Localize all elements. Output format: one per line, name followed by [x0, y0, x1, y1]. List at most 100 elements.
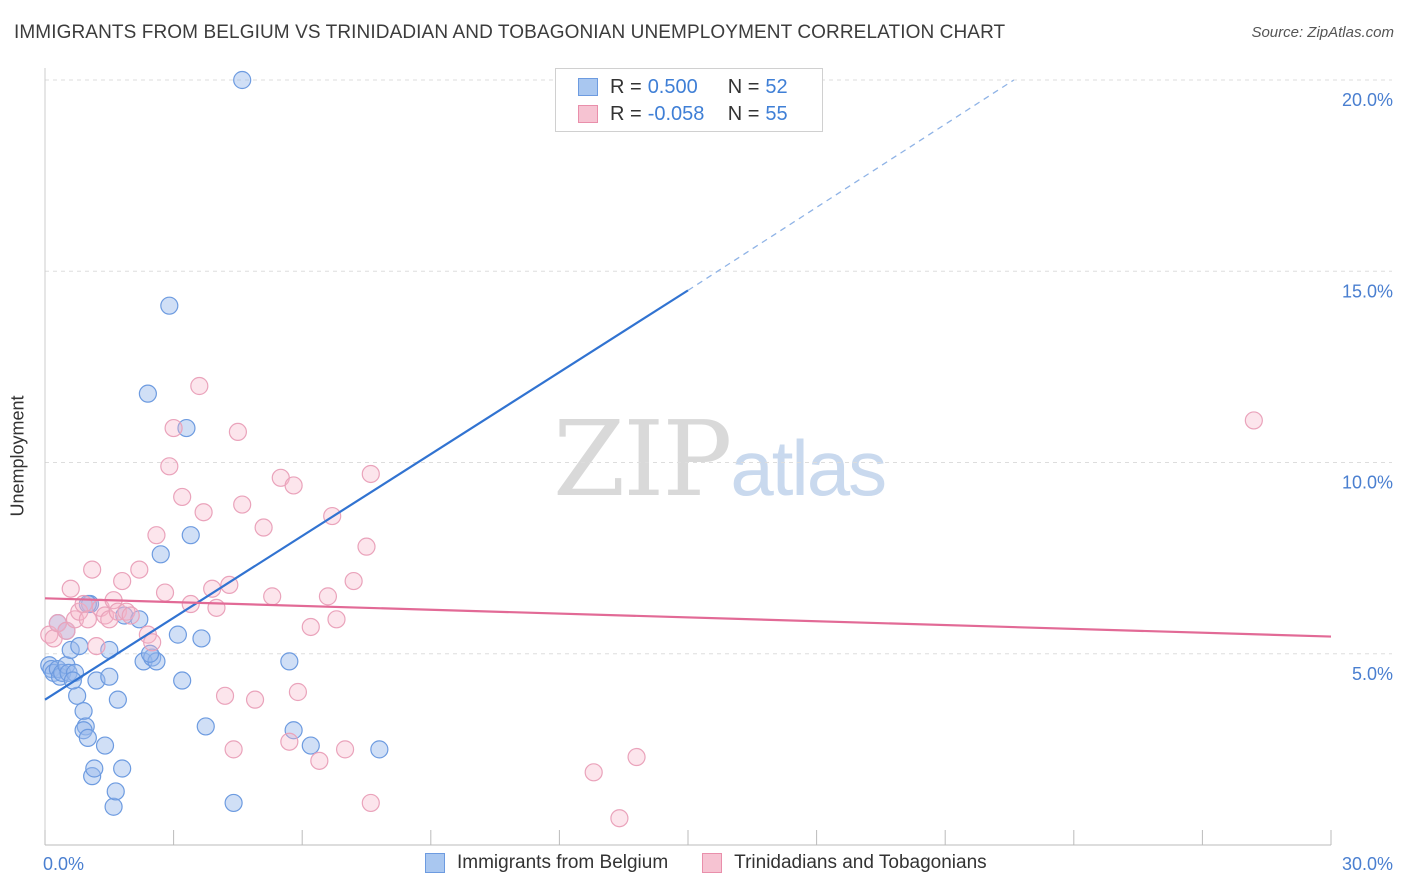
point-belgium: [106, 782, 125, 801]
point-trinidad: [61, 579, 80, 598]
source-credit: Source: ZipAtlas.com: [1251, 24, 1394, 41]
trend-line-belgium: [44, 289, 689, 701]
point-belgium: [196, 717, 215, 736]
point-belgium: [173, 671, 192, 690]
point-belgium: [74, 702, 93, 721]
watermark-zip: ZIP: [553, 398, 732, 520]
point-trinidad: [147, 526, 166, 545]
point-trinidad: [164, 418, 183, 438]
chart-title: IMMIGRANTS FROM BELGIUM VS TRINIDADIAN A…: [14, 22, 1006, 43]
point-trinidad: [113, 571, 132, 591]
legend-swatch-trinidad: [578, 105, 598, 123]
watermark-atlas: atlas: [730, 424, 887, 512]
y-tick-label: 15.0%: [1342, 281, 1393, 301]
x-tick-label: 0.0%: [43, 854, 84, 874]
legend-r-label: R =: [610, 102, 642, 125]
legend-swatch-belgium: [578, 78, 598, 96]
point-belgium: [301, 736, 320, 755]
point-trinidad: [584, 763, 603, 782]
point-belgium: [85, 759, 104, 778]
point-trinidad: [301, 617, 320, 637]
point-belgium: [233, 70, 252, 90]
point-trinidad: [318, 587, 338, 606]
point-trinidad: [288, 682, 308, 702]
trend-line-trinidad: [44, 597, 1332, 638]
series-label-belgium: Immigrants from Belgium: [457, 852, 669, 873]
point-belgium: [177, 418, 196, 438]
point-trinidad: [190, 376, 209, 396]
series-legend: Immigrants from Belgium Trinidadians and…: [425, 852, 1021, 874]
point-belgium: [138, 384, 157, 403]
point-trinidad: [215, 686, 235, 705]
y-tick-label: 20.0%: [1342, 90, 1393, 110]
point-belgium: [151, 545, 170, 564]
point-trinidad: [130, 560, 149, 579]
point-trinidad: [284, 476, 303, 495]
point-trinidad: [627, 747, 646, 767]
point-belgium: [113, 759, 132, 778]
point-trinidad: [327, 610, 346, 629]
point-trinidad: [181, 594, 200, 614]
point-trinidad: [610, 809, 629, 828]
point-belgium: [168, 625, 187, 644]
legend-n-label: N =: [727, 102, 760, 125]
point-belgium: [192, 629, 211, 648]
x-tick-label: 30.0%: [1342, 854, 1393, 874]
point-trinidad: [87, 636, 106, 656]
series-swatch-trinidad: [702, 853, 723, 873]
point-trinidad: [344, 571, 363, 591]
point-trinidad: [1244, 411, 1263, 430]
series-label-trinidad: Trinidadians and Tobagonians: [734, 852, 987, 873]
point-trinidad: [160, 457, 179, 476]
point-trinidad: [335, 740, 355, 759]
point-belgium: [104, 797, 123, 816]
point-trinidad: [121, 606, 140, 625]
legend-r-value: -0.058: [647, 102, 705, 125]
point-belgium: [70, 636, 89, 656]
point-trinidad: [173, 487, 192, 507]
point-trinidad: [361, 464, 380, 484]
point-trinidad: [233, 495, 252, 514]
legend-r-value: 0.500: [647, 75, 698, 98]
legend-n-label: N =: [727, 75, 760, 98]
point-trinidad: [224, 740, 243, 759]
y-tick-label: 5.0%: [1352, 664, 1393, 684]
y-tick-label: 10.0%: [1342, 473, 1393, 493]
point-trinidad: [194, 503, 213, 522]
legend-row-belgium: R = 0.500 N = 52: [578, 75, 788, 99]
point-belgium: [78, 728, 97, 748]
series-legend-belgium[interactable]: Immigrants from Belgium: [425, 852, 668, 874]
point-belgium: [68, 686, 87, 705]
point-trinidad: [143, 633, 162, 652]
y-axis-label: Unemployment: [7, 395, 28, 517]
legend-row-trinidad: R = -0.058 N = 55: [578, 102, 788, 126]
point-belgium: [284, 721, 303, 740]
series-swatch-belgium: [425, 853, 445, 873]
point-trinidad: [310, 751, 329, 770]
legend-n-value: 52: [765, 75, 788, 98]
point-trinidad: [83, 560, 102, 579]
point-trinidad: [254, 518, 273, 537]
point-belgium: [95, 736, 115, 755]
point-trinidad: [228, 422, 247, 441]
legend-r-label: R =: [610, 75, 642, 98]
point-belgium: [160, 296, 179, 315]
point-trinidad: [155, 583, 175, 602]
point-trinidad: [207, 598, 226, 617]
legend-n-value: 55: [765, 102, 788, 125]
point-trinidad: [263, 587, 282, 606]
point-belgium: [100, 667, 119, 686]
point-belgium: [140, 644, 160, 663]
point-trinidad: [78, 610, 97, 629]
series-legend-trinidad[interactable]: Trinidadians and Tobagonians: [702, 852, 987, 874]
point-trinidad: [74, 594, 93, 614]
point-trinidad: [280, 732, 299, 751]
point-belgium: [280, 652, 299, 671]
point-belgium: [370, 740, 389, 759]
point-trinidad: [357, 537, 376, 556]
point-belgium: [224, 793, 243, 813]
point-trinidad: [361, 793, 380, 813]
stats-legend: R = 0.500 N = 52 R = -0.058 N = 55: [555, 68, 823, 132]
point-belgium: [61, 640, 80, 660]
